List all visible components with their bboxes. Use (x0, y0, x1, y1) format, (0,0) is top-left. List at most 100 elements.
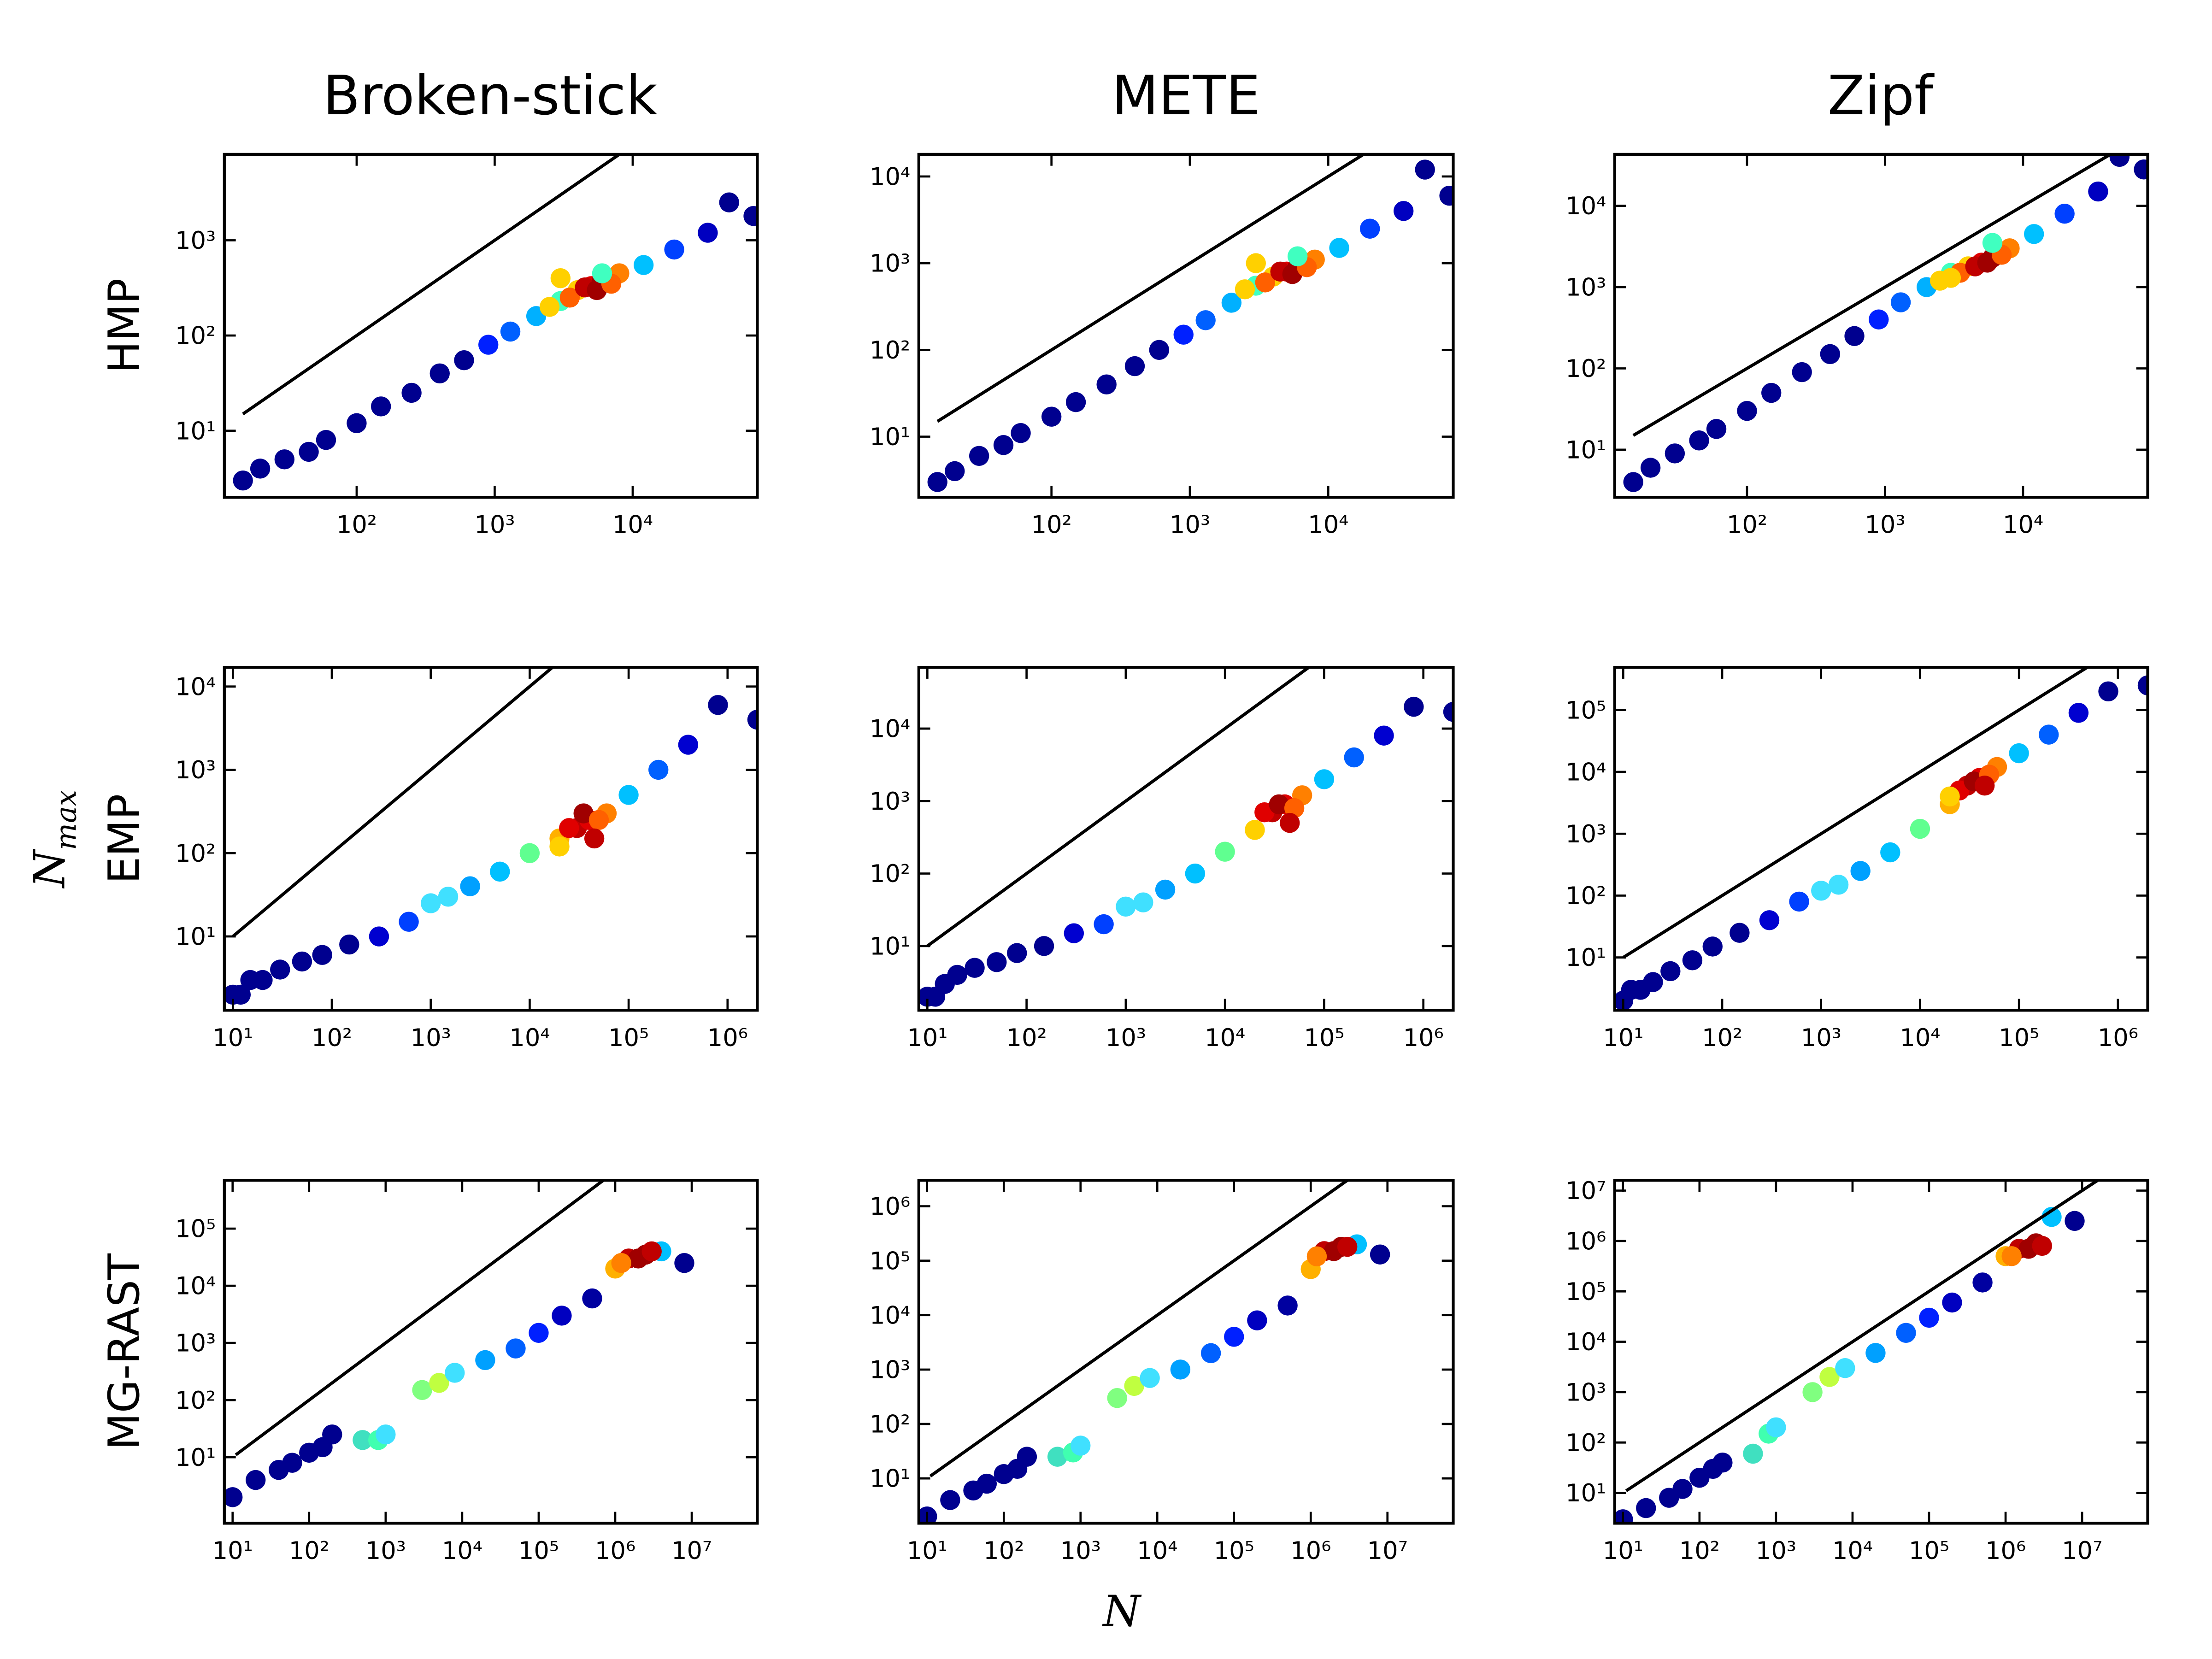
x-tick-label: 10⁶ (707, 1024, 748, 1052)
point (1761, 382, 1782, 403)
y-tick-label: 10⁴ (1565, 192, 1606, 220)
point (559, 818, 579, 838)
point (1706, 419, 1727, 439)
point (2009, 743, 2029, 764)
panel: 10² 10³ 10⁴ 10¹ 10² 10³ 10⁴ (1565, 153, 2149, 539)
point (412, 1380, 432, 1400)
y-axis-label: Nmax (25, 790, 83, 888)
y-tick-label: 10⁵ (1565, 1278, 1606, 1306)
axes-frame (917, 665, 1455, 1012)
point (490, 861, 510, 882)
y-tick-label: 10³ (870, 250, 910, 278)
point (1730, 923, 1750, 943)
point (1712, 1453, 1733, 1473)
y-tick-label: 10³ (870, 788, 910, 816)
x-tick-label: 10¹ (907, 1537, 947, 1565)
point (1280, 812, 1300, 833)
y-tick-label: 10⁶ (870, 1193, 910, 1221)
x-tick-label: 10⁶ (2098, 1024, 2138, 1052)
y-tick-label: 10⁴ (870, 1301, 910, 1330)
x-tick-label: 10⁴ (1137, 1537, 1177, 1565)
point (1374, 725, 1394, 746)
plot-area (224, 667, 758, 1005)
axes-frame (223, 665, 759, 1012)
y-tick-label: 10² (870, 1411, 910, 1439)
x-tick-label: 10² (1031, 511, 1072, 539)
reference-line (235, 1180, 605, 1456)
x-tick-label: 10⁵ (608, 1024, 649, 1052)
y-tick-label: 10³ (1565, 820, 1606, 848)
point (2088, 181, 2108, 202)
point (747, 709, 758, 730)
point (1094, 914, 1114, 935)
point (1982, 233, 2003, 253)
panel: 10¹ 10² 10³ 10⁴ 10⁵ 10⁶ 10⁷ 10¹ 10² 10³ 10⁴ 10⁵ 10⁶ 1… (1565, 1177, 2149, 1565)
point (233, 470, 253, 491)
x-tick-label: 10⁷ (671, 1537, 712, 1565)
y-tick-label: 10⁵ (175, 1215, 216, 1243)
point (1766, 1417, 1786, 1438)
point (987, 952, 1007, 972)
y-tick-label: 10⁵ (870, 1247, 910, 1275)
point (1173, 324, 1194, 345)
point (1215, 841, 1235, 862)
y-tick-label: 10¹ (175, 1444, 216, 1472)
axes-frame (917, 153, 1455, 499)
point (1743, 1443, 1763, 1464)
point (552, 1306, 572, 1326)
point (2137, 675, 2148, 695)
point (445, 1363, 465, 1383)
point (339, 934, 359, 955)
point (1759, 910, 1780, 930)
x-tick-label: 10² (983, 1537, 1024, 1565)
point (1415, 159, 1435, 180)
point (1255, 272, 1276, 293)
x-tick-label: 10⁵ (1999, 1024, 2039, 1052)
y-tick-label: 10² (175, 1387, 216, 1415)
point (1329, 238, 1349, 258)
point (1195, 310, 1216, 330)
point (559, 288, 580, 308)
point (592, 263, 612, 283)
point (1246, 253, 1266, 273)
point (549, 836, 570, 857)
point (429, 363, 450, 383)
point (1974, 776, 1995, 796)
point (2134, 159, 2148, 180)
panel: 10² 10³ 10⁴ 10¹ 10² 10³ (175, 153, 759, 539)
point (299, 441, 319, 462)
point (1865, 1343, 1886, 1363)
y-axis-label-main: N (25, 848, 75, 888)
point (460, 876, 480, 896)
x-tick-label: 10³ (1170, 511, 1210, 539)
axes-frame (223, 1179, 759, 1525)
point (1124, 356, 1145, 377)
x-tick-label: 10³ (1865, 511, 1905, 539)
point (1737, 400, 1757, 421)
point (1880, 842, 1900, 863)
x-tick-label: 10⁴ (509, 1024, 550, 1052)
x-tick-label: 10⁴ (2003, 511, 2043, 539)
point (969, 446, 989, 466)
y-tick-label: 10³ (870, 1356, 910, 1384)
point (376, 1424, 396, 1445)
point (648, 759, 669, 780)
point (1170, 1359, 1191, 1380)
x-axis-label: N (1102, 1587, 1142, 1636)
point (539, 297, 560, 317)
point (429, 1373, 449, 1393)
point (945, 461, 965, 482)
point (1404, 696, 1424, 717)
point (1643, 972, 1663, 992)
x-tick-label: 10³ (1756, 1537, 1796, 1565)
x-tick-label: 10² (1006, 1024, 1047, 1052)
y-tick-label: 10² (175, 840, 216, 868)
point (369, 926, 389, 947)
point (246, 1470, 266, 1490)
x-tick-label: 10³ (1106, 1024, 1146, 1052)
point (1443, 702, 1453, 722)
point (584, 828, 605, 849)
point (274, 449, 295, 470)
point (678, 735, 699, 755)
